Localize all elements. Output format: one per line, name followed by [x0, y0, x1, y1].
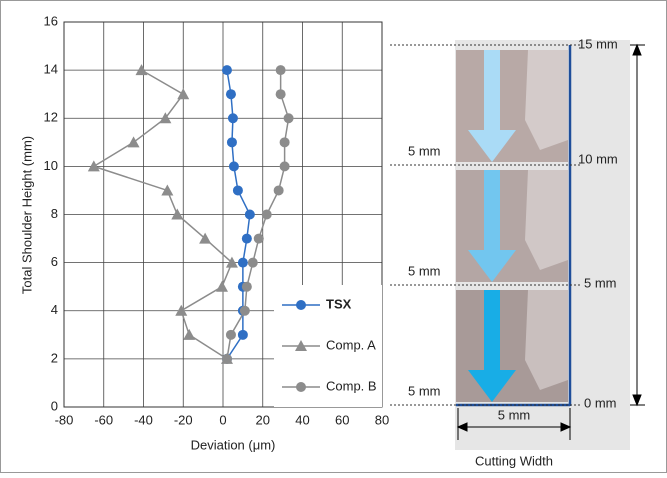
level-label: 15 mm [578, 36, 618, 51]
y-tick-label: 0 [51, 398, 58, 413]
x-tick-label: 40 [295, 412, 309, 427]
marker [87, 160, 100, 172]
marker [247, 257, 258, 268]
marker [237, 329, 248, 340]
level-label: 0 mm [584, 395, 617, 410]
marker [227, 113, 238, 124]
width-dimension [456, 408, 572, 440]
width-label: 5 mm [498, 407, 531, 422]
marker [244, 209, 255, 220]
marker [273, 185, 284, 196]
arrow [468, 50, 516, 162]
marker [232, 185, 243, 196]
marker [225, 89, 236, 100]
marker [283, 113, 294, 124]
marker [279, 161, 290, 172]
marker [296, 300, 306, 310]
marker [199, 232, 212, 244]
step-label: 5 mm [408, 383, 441, 398]
marker [225, 256, 238, 268]
level-label: 10 mm [578, 151, 618, 166]
x-tick-label: -40 [134, 412, 153, 427]
marker [226, 137, 237, 148]
marker [228, 161, 239, 172]
marker [159, 112, 172, 124]
legend-label: Comp. A [326, 337, 376, 352]
marker [177, 88, 190, 100]
arrow [468, 290, 516, 402]
marker [241, 281, 252, 292]
y-tick-label: 4 [51, 302, 58, 317]
x-tick-label: 80 [375, 412, 389, 427]
marker [261, 209, 272, 220]
marker [237, 257, 248, 268]
x-tick-label: 60 [335, 412, 349, 427]
y-tick-label: 12 [44, 110, 58, 125]
level-label: 5 mm [584, 275, 617, 290]
diagram: 15 mm 10 mm 5 mm 0 mm 5 mm 5 mm 5 mm 5 m… [390, 36, 645, 468]
marker [221, 65, 232, 76]
x-tick-label: 0 [219, 412, 226, 427]
plot: -80 -60 -40 -20 0 20 40 60 80 0 2 4 6 8 10 12 14 16 TSX Com… [44, 13, 390, 427]
plot-border [63, 21, 383, 408]
marker [296, 382, 306, 392]
marker [216, 280, 229, 292]
y-axis-title: Total Shoulder Height (mm) [19, 136, 34, 294]
marker [127, 136, 140, 148]
marker [239, 305, 250, 316]
marker [275, 65, 286, 76]
marker [175, 304, 188, 316]
marker [221, 353, 232, 364]
x-axis-title: Deviation (μm) [191, 437, 276, 452]
y-tick-label: 8 [51, 206, 58, 221]
arrow [468, 170, 516, 282]
y-tick-label: 10 [44, 158, 58, 173]
x-tick-label: -80 [55, 412, 74, 427]
marker [253, 233, 264, 244]
marker [225, 329, 236, 340]
y-tick-label: 2 [51, 350, 58, 365]
marker [135, 64, 148, 76]
marker [275, 89, 286, 100]
x-tick-label: -20 [174, 412, 193, 427]
caption: Cutting Width [475, 453, 553, 468]
x-tick-label: 20 [256, 412, 270, 427]
tool-shade [525, 170, 568, 270]
legend-label: Comp. B [326, 378, 377, 393]
y-tick-label: 16 [44, 13, 58, 28]
height-dimension [630, 43, 645, 407]
marker [183, 328, 196, 340]
legend-label: TSX [326, 296, 352, 311]
step-label: 5 mm [408, 263, 441, 278]
marker [295, 340, 307, 351]
marker [161, 184, 174, 196]
marker [279, 137, 290, 148]
y-tick-label: 6 [51, 254, 58, 269]
marker [171, 208, 184, 220]
tool-shade [525, 290, 568, 390]
step-label: 5 mm [408, 143, 441, 158]
x-tick-label: -60 [94, 412, 113, 427]
y-tick-label: 14 [44, 62, 58, 77]
tool-shade [525, 50, 568, 150]
marker [241, 233, 252, 244]
